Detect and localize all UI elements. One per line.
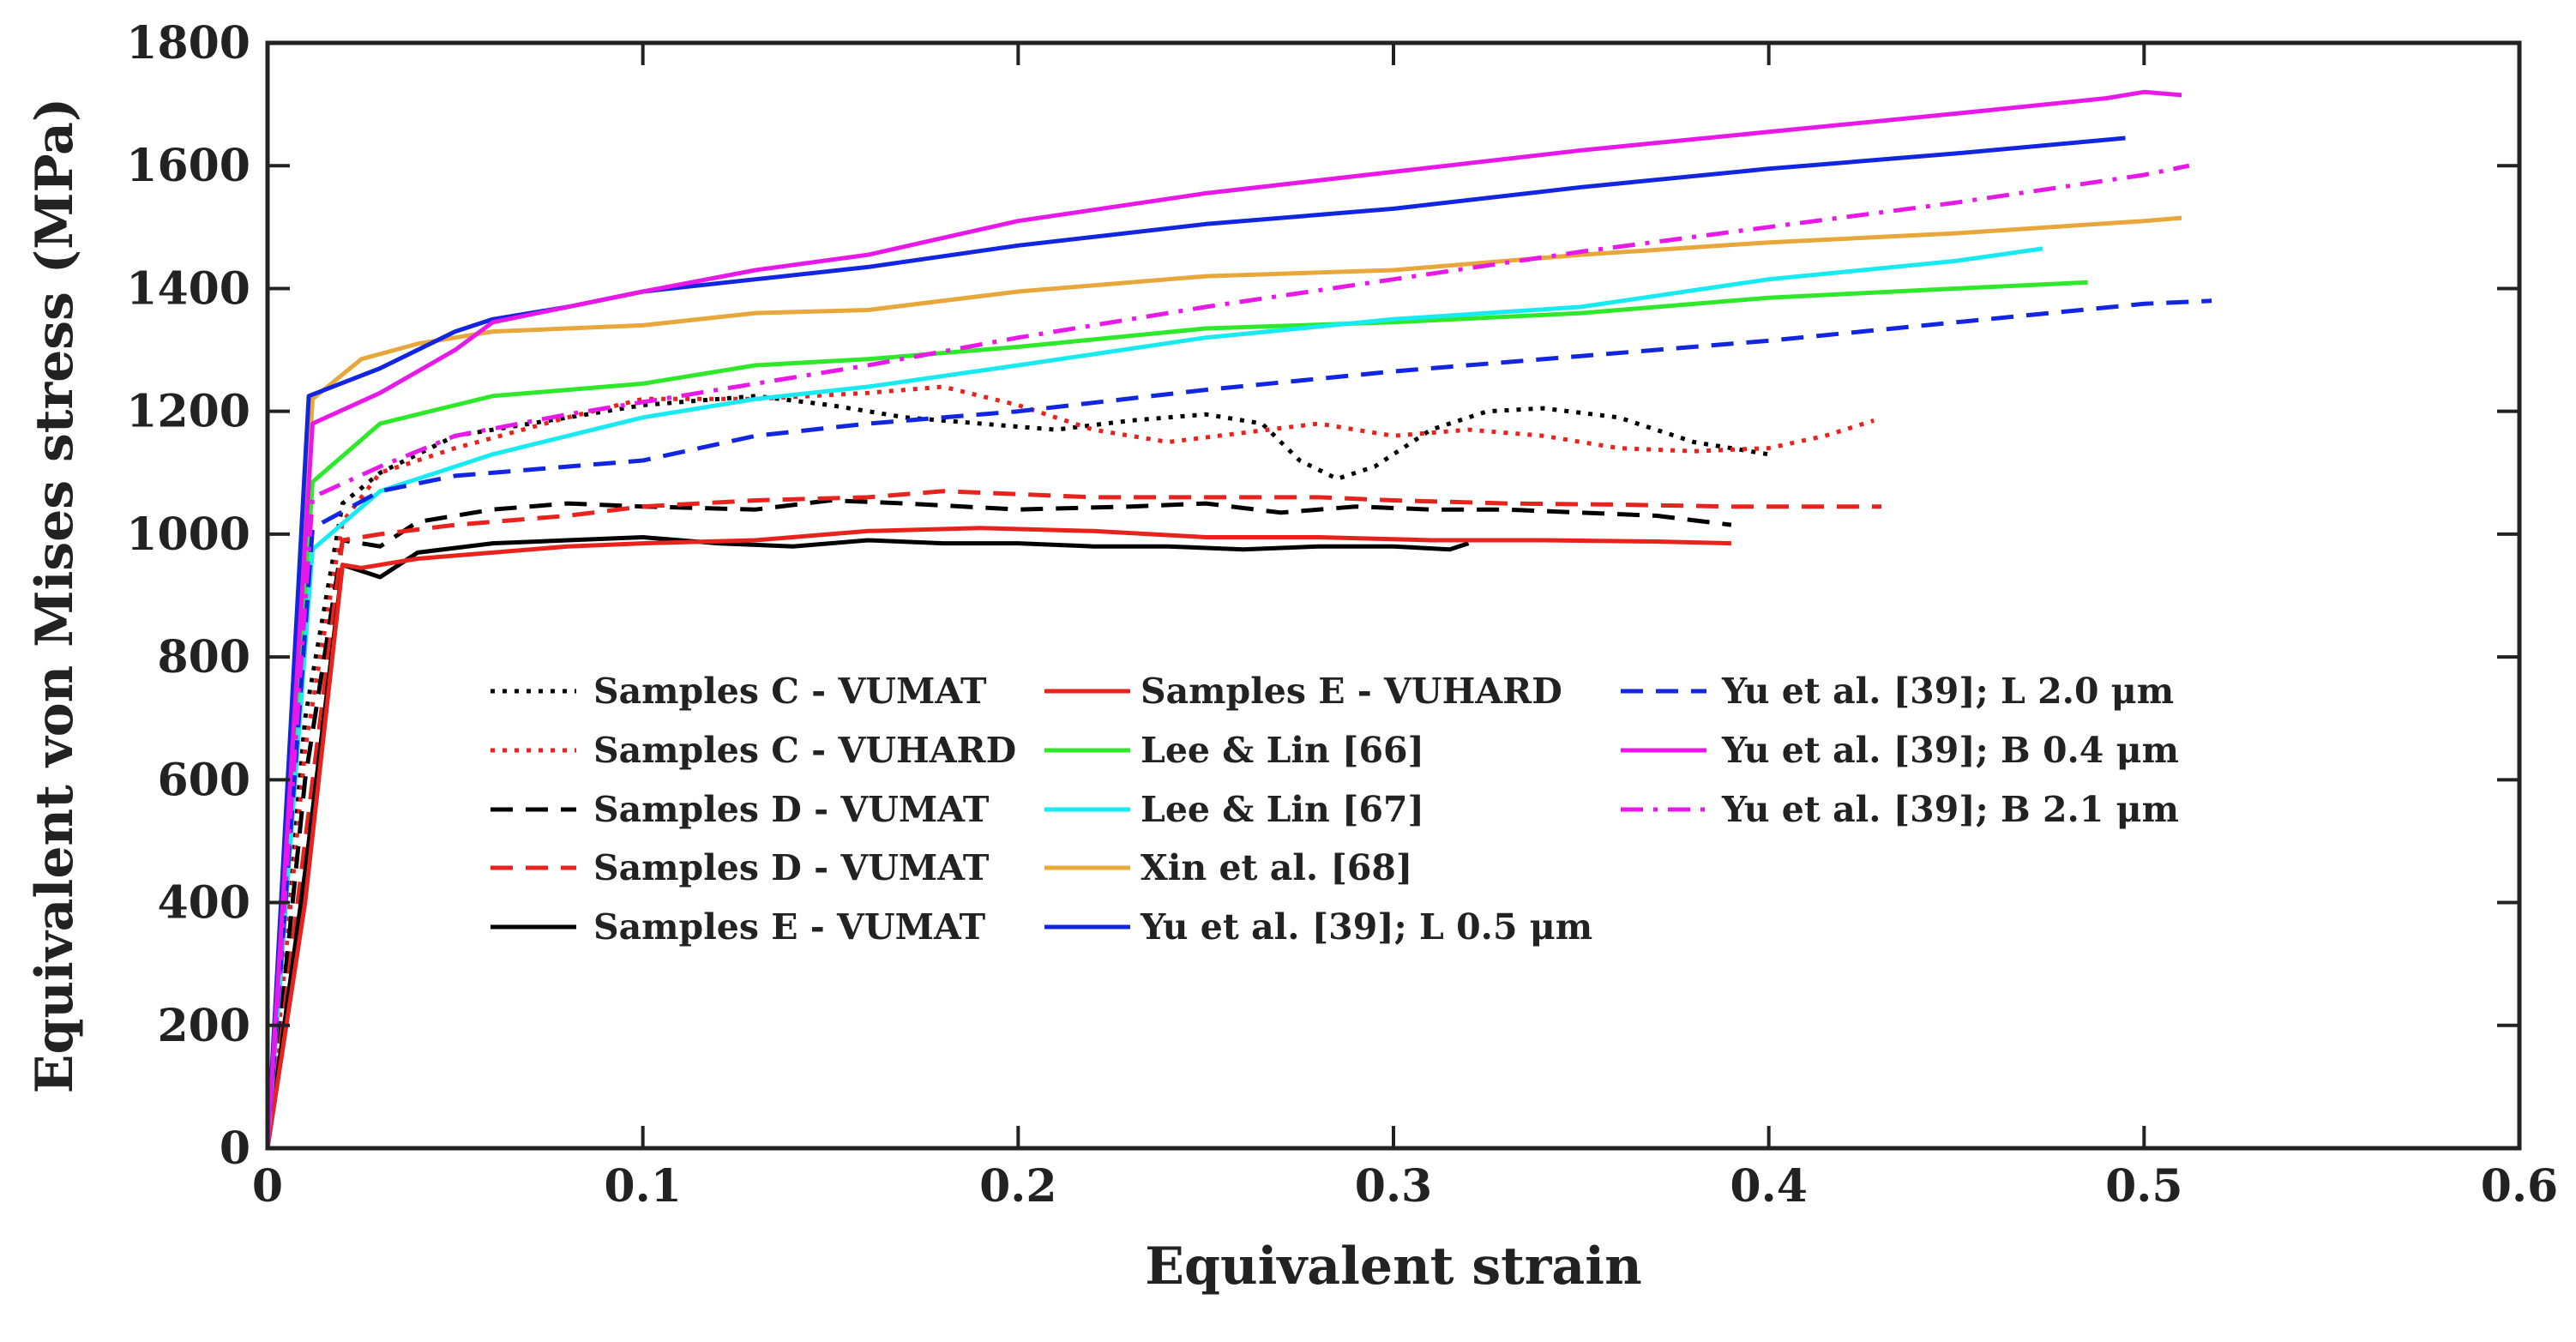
series-line-samples-d-vumat-black — [265, 498, 1732, 1149]
series-line-lee-lin-67 — [265, 246, 2043, 1149]
y-tick-label: 1600 — [126, 140, 250, 192]
series-line-samples-d-vumat-red — [265, 489, 1881, 1149]
x-tick-label: 0.5 — [2105, 1160, 2182, 1213]
legend-label-yu-et-al-39-b-2-1-m: Yu et al. [39]; B 2.1 μm — [1721, 789, 2179, 830]
x-tick-label: 0.6 — [2481, 1160, 2558, 1213]
series-line-yu-et-al-39-b-0-4-m — [265, 89, 2182, 1149]
legend-label-xin-et-al-68: Xin et al. [68] — [1141, 847, 1412, 888]
x-tick-label: 0.4 — [1730, 1160, 1807, 1213]
y-axis-title: Equivalent von Mises stress (MPa) — [25, 98, 85, 1094]
legend-label-samples-c-vumat: Samples C - VUMAT — [593, 671, 987, 712]
series-line-yu-et-al-39-b-2-1-m — [265, 163, 2190, 1149]
x-tick-label: 0.1 — [604, 1160, 681, 1213]
series-line-yu-et-al-39-l-0-5-m — [265, 135, 2126, 1149]
legend-label-samples-e-vuhard: Samples E - VUHARD — [1141, 671, 1562, 712]
y-tick-label: 0 — [220, 1122, 250, 1175]
legend-label-samples-c-vuhard: Samples C - VUHARD — [593, 730, 1016, 771]
y-tick-label: 1000 — [126, 509, 250, 561]
series-layer — [265, 89, 2212, 1149]
legend-label-lee-lin-67: Lee & Lin [67] — [1141, 789, 1424, 830]
series-line-samples-c-vumat — [265, 394, 1770, 1149]
tick-layer: 0 0.1 0.2 0.3 0.4 0.5 0.6 0 200 400 600 800 1000 1200… — [126, 17, 2558, 1213]
legend: Samples C - VUMAT Samples C - VUHARD Sampl… — [491, 671, 2179, 948]
legend-label-yu-et-al-39-l-0-5-m: Yu et al. [39]; L 0.5 μm — [1140, 906, 1592, 948]
series-line-xin-et-al-68 — [265, 215, 2182, 1149]
y-tick-label: 400 — [157, 877, 250, 930]
legend-label-yu-et-al-39-b-0-4-m: Yu et al. [39]; B 0.4 μm — [1721, 730, 2179, 771]
series-line-yu-et-al-39-l-2-0-m — [265, 298, 2212, 1149]
legend-label-samples-d-vumat-black: Samples D - VUMAT — [593, 789, 990, 830]
y-tick-label: 1800 — [126, 17, 250, 69]
x-axis-title: Equivalent strain — [1145, 1237, 1641, 1297]
x-tick-label: 0 — [252, 1160, 283, 1213]
x-tick-label: 0.2 — [979, 1160, 1056, 1213]
series-line-samples-c-vuhard — [265, 384, 1875, 1149]
y-tick-label: 1400 — [126, 262, 250, 315]
legend-label-yu-et-al-39-l-2-0-m: Yu et al. [39]; L 2.0 μm — [1721, 671, 2174, 712]
x-tick-label: 0.3 — [1355, 1160, 1432, 1213]
legend-label-samples-d-vumat-red: Samples D - VUMAT — [593, 847, 990, 888]
y-tick-label: 600 — [157, 754, 250, 806]
legend-label-lee-lin-66: Lee & Lin [66] — [1141, 730, 1424, 771]
legend-label-samples-e-vumat: Samples E - VUMAT — [593, 906, 986, 948]
series-line-samples-e-vuhard — [265, 526, 1731, 1149]
y-tick-label: 800 — [157, 631, 250, 683]
y-tick-label: 1200 — [126, 386, 250, 438]
series-line-samples-e-vumat — [265, 535, 1470, 1149]
y-tick-label: 200 — [157, 1000, 250, 1052]
series-line-lee-lin-66 — [265, 280, 2088, 1149]
